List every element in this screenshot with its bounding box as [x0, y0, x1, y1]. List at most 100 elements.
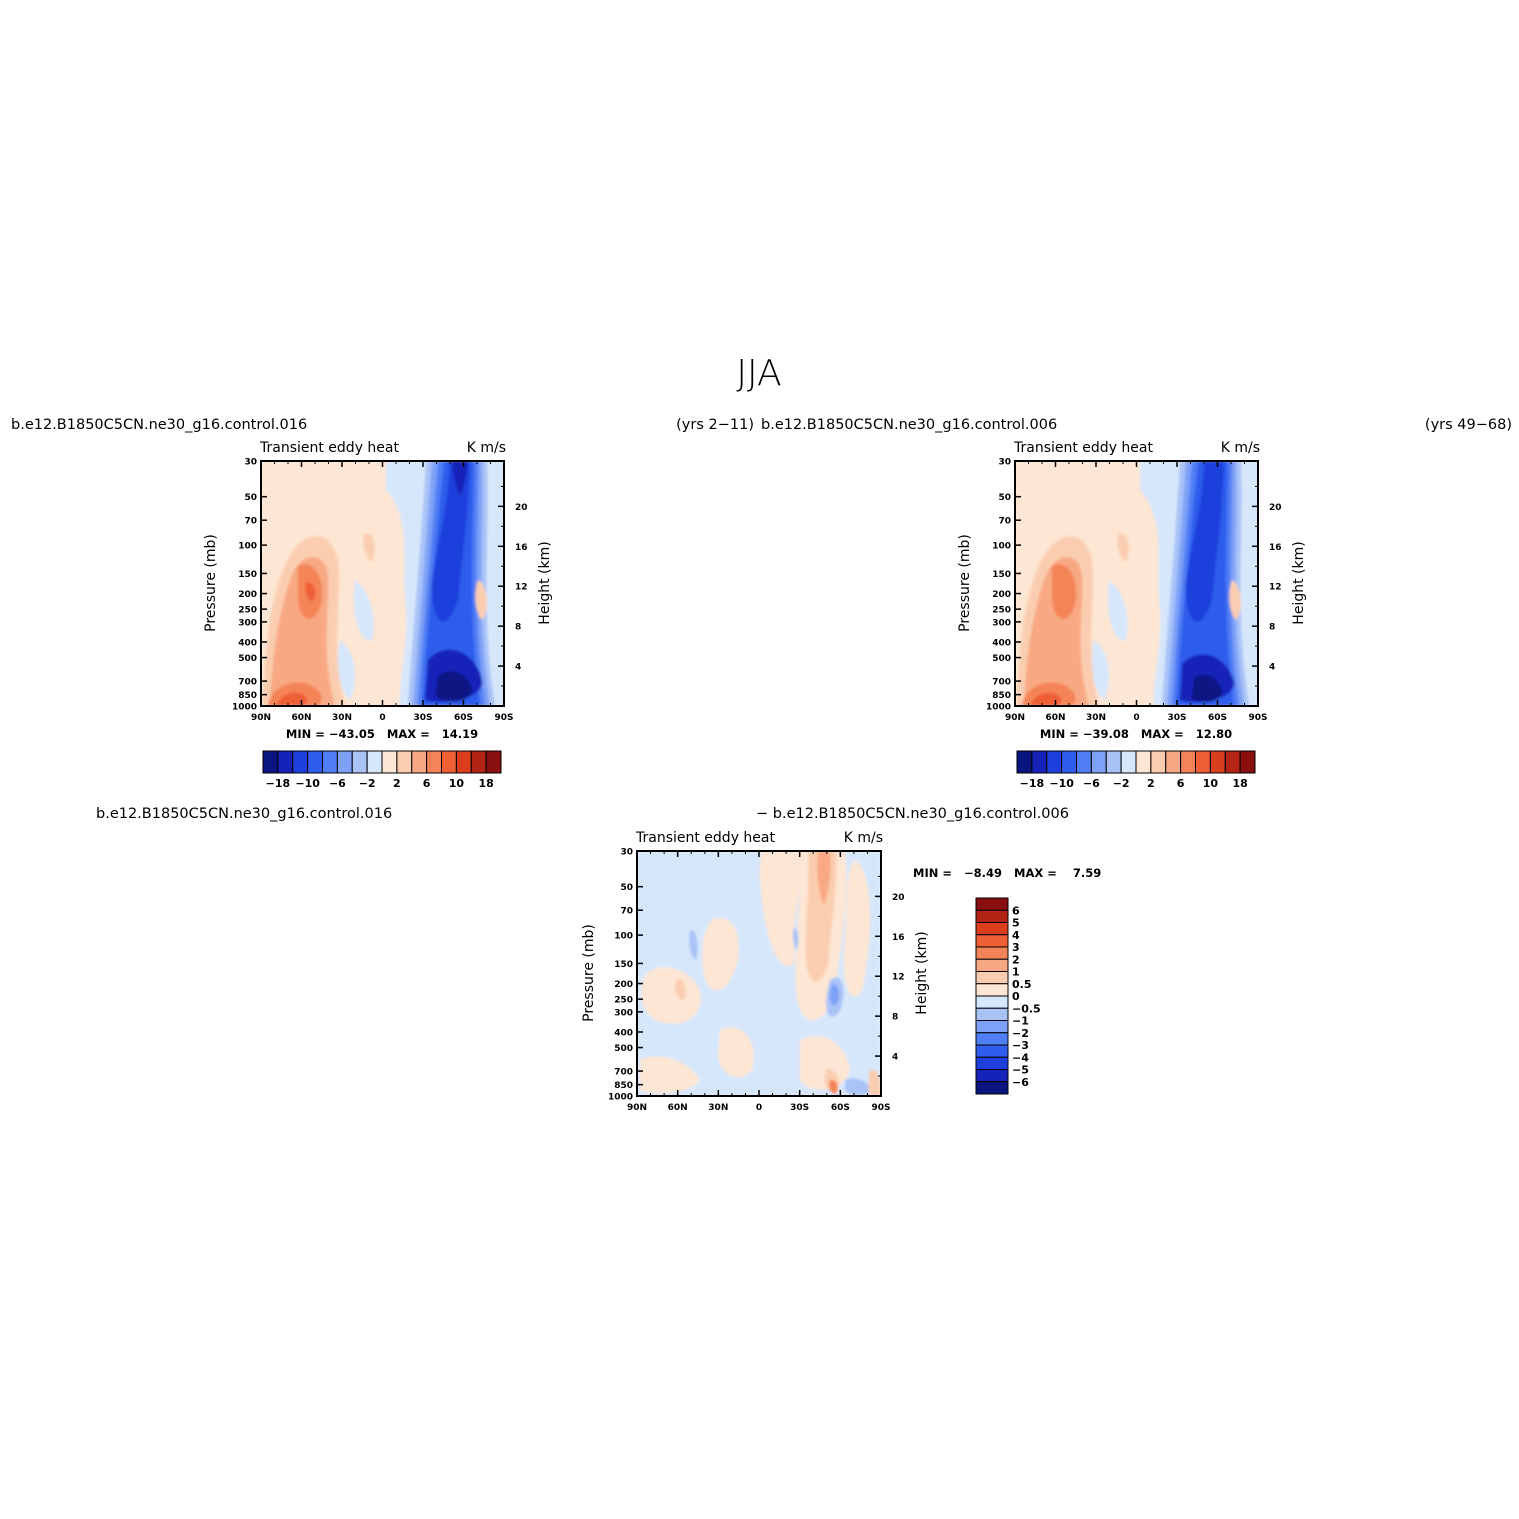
- y-tick-label: 150: [614, 960, 633, 970]
- height-tick-label: 16: [515, 543, 528, 553]
- main-title: JJA: [736, 353, 781, 394]
- height-tick-label: 20: [892, 893, 905, 903]
- colorbar-label: −6: [1012, 1076, 1029, 1089]
- panel1-colorbar: −18 −10 −6 −2 2 6 10 18: [262, 750, 502, 790]
- colorbar-label: −2: [359, 777, 376, 790]
- y-tick-label: 500: [992, 654, 1011, 664]
- colorbar-label: 18: [478, 777, 493, 790]
- colorbar-label: 2: [1012, 953, 1020, 966]
- x-tick-label: 30S: [790, 1103, 809, 1113]
- colorbar-box: [262, 750, 279, 774]
- x-tick-label: 90N: [627, 1103, 647, 1113]
- y-tick-label: 250: [614, 996, 633, 1006]
- panel3-case-left-label: b.e12.B1850C5CN.ne30_g16.control.016: [96, 806, 392, 822]
- colorbar-box: [975, 983, 1009, 997]
- colorbar-box: [975, 1056, 1009, 1070]
- colorbar-label: −4: [1012, 1051, 1029, 1064]
- colorbar-label: 0: [1012, 990, 1020, 1003]
- y-tick-label: 250: [238, 606, 257, 616]
- colorbar-box: [1016, 750, 1033, 774]
- panel3-ylabel-right: Height (km): [914, 931, 930, 1014]
- colorbar-label: −3: [1012, 1039, 1029, 1052]
- colorbar-label: 18: [1232, 777, 1247, 790]
- colorbar-label: 0.5: [1012, 978, 1032, 991]
- x-tick-label: 0: [1133, 713, 1139, 723]
- colorbar-box: [1090, 750, 1107, 774]
- y-tick-label: 150: [238, 570, 257, 580]
- y-tick-label: 70: [620, 907, 633, 917]
- colorbar-box: [336, 750, 353, 774]
- height-tick-label: 4: [515, 663, 521, 673]
- colorbar-box: [975, 1044, 1009, 1058]
- y-tick-label: 200: [238, 590, 257, 600]
- y-tick-label: 50: [998, 493, 1011, 503]
- colorbar-box: [292, 750, 309, 774]
- y-tick-label: 300: [992, 618, 1011, 628]
- x-tick-label: 90S: [494, 713, 513, 723]
- y-tick-label: 70: [998, 517, 1011, 527]
- y-tick-label: 700: [614, 1068, 633, 1078]
- panel2: Transient eddy heat K m/s Pressure (mb) …: [957, 440, 1307, 790]
- colorbar-label: 10: [1203, 777, 1219, 790]
- y-tick-label: 850: [238, 691, 257, 701]
- colorbar-box: [322, 750, 338, 774]
- y-tick-label: 200: [614, 980, 633, 990]
- y-tick-label: 250: [992, 606, 1011, 616]
- colorbar-box: [975, 909, 1009, 923]
- y-tick-label: 100: [614, 932, 633, 942]
- height-tick-label: 8: [892, 1013, 898, 1023]
- y-tick-label: 30: [998, 458, 1011, 468]
- panel1-ylabel: Pressure (mb): [203, 534, 219, 632]
- height-tick-label: 12: [892, 973, 905, 983]
- panel2-title-left: Transient eddy heat: [1013, 440, 1153, 456]
- x-tick-label: 30S: [1167, 713, 1186, 723]
- panel1-title-right: K m/s: [467, 440, 506, 456]
- colorbar-box: [975, 1032, 1009, 1046]
- colorbar-box: [426, 750, 442, 774]
- colorbar-label: −1: [1012, 1015, 1029, 1028]
- panel2-field: [1015, 461, 1258, 706]
- height-tick-label: 20: [1269, 503, 1282, 513]
- colorbar-box: [1105, 750, 1122, 774]
- height-tick-label: 12: [515, 583, 528, 593]
- colorbar-box: [1120, 750, 1137, 774]
- y-tick-label: 400: [992, 638, 1011, 648]
- x-tick-label: 60S: [1208, 713, 1227, 723]
- x-tick-label: 60N: [668, 1103, 688, 1113]
- colorbar-box: [1209, 750, 1226, 774]
- colorbar-box: [1031, 750, 1048, 774]
- y-tick-label: 200: [992, 590, 1011, 600]
- colorbar-box: [975, 971, 1009, 985]
- colorbar-box: [396, 750, 413, 774]
- colorbar-label: 3: [1012, 941, 1020, 954]
- panel2-stats: MIN = −39.08 MAX = 12.80: [1040, 727, 1232, 741]
- panel3: Transient eddy heat K m/s Pressure (mb) …: [581, 830, 1101, 1113]
- panel2-title-right: K m/s: [1221, 440, 1260, 456]
- y-tick-label: 400: [614, 1028, 633, 1038]
- y-tick-label: 1000: [986, 703, 1011, 713]
- colorbar-label: 6: [1177, 777, 1185, 790]
- colorbar-box: [1061, 750, 1077, 774]
- colorbar-box: [381, 750, 398, 774]
- y-tick-label: 850: [992, 691, 1011, 701]
- y-tick-label: 300: [238, 618, 257, 628]
- x-tick-label: 60N: [291, 713, 311, 723]
- height-tick-label: 8: [1269, 623, 1275, 633]
- y-tick-label: 500: [614, 1044, 633, 1054]
- colorbar-box: [1180, 750, 1196, 774]
- panel1: Transient eddy heat K m/s Pressure (mb) …: [203, 440, 553, 790]
- colorbar-label: −10: [295, 777, 320, 790]
- panel3-stats: MIN = −8.49 MAX = 7.59: [913, 866, 1101, 880]
- colorbar-box: [1135, 750, 1152, 774]
- colorbar-label: 2: [1147, 777, 1155, 790]
- panel3-title-left: Transient eddy heat: [635, 830, 775, 846]
- panel3-case-right-label: − b.e12.B1850C5CN.ne30_g16.control.006: [756, 806, 1069, 822]
- y-tick-label: 50: [620, 883, 633, 893]
- panel1-case-label: b.e12.B1850C5CN.ne30_g16.control.016: [11, 417, 307, 433]
- x-tick-label: 30N: [332, 713, 352, 723]
- y-tick-label: 50: [244, 493, 257, 503]
- colorbar-box: [485, 750, 502, 774]
- y-tick-label: 100: [992, 542, 1011, 552]
- colorbar-box: [1195, 750, 1211, 774]
- colorbar-label: −18: [1020, 777, 1045, 790]
